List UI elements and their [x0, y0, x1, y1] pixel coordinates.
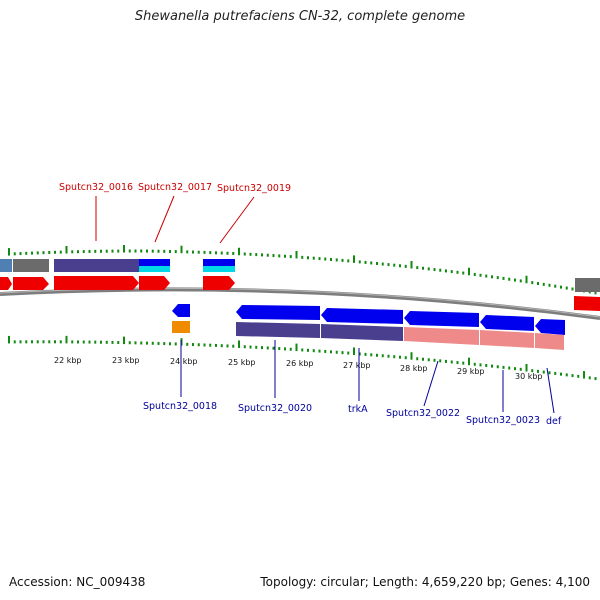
ruler-label: 27 kbp [343, 361, 371, 370]
reverse-feature-bar[interactable] [535, 333, 564, 350]
reverse-cds-arrow[interactable] [321, 308, 403, 324]
reverse-feature-bar[interactable] [172, 321, 190, 333]
gene-label[interactable]: def [546, 416, 562, 427]
ruler-label: 25 kbp [228, 358, 256, 367]
forward-feature-bar[interactable] [575, 278, 600, 292]
ruler-label: 29 kbp [457, 367, 485, 376]
accession-text: Accession: NC_009438 [9, 575, 146, 589]
forward-feature-bar[interactable] [0, 259, 12, 272]
ruler-label: 26 kbp [286, 359, 314, 368]
ruler-label: 24 kbp [170, 357, 198, 366]
forward-feature-bar[interactable] [54, 259, 139, 272]
forward-cds-arrow[interactable] [203, 276, 235, 290]
map-title: Shewanella putrefaciens CN-32, complete … [134, 9, 466, 24]
reverse-feature-bar[interactable] [404, 327, 479, 345]
forward-cds-arrow[interactable] [0, 277, 12, 290]
ruler-label: 23 kbp [112, 356, 140, 365]
ruler-label: 28 kbp [400, 364, 428, 373]
genome-backbone [0, 287, 600, 320]
forward-cds-arrow[interactable] [574, 296, 600, 311]
forward-cds-arrow[interactable] [13, 277, 49, 290]
gene-label[interactable]: Sputcn32_0017 [138, 182, 212, 193]
gene-label[interactable]: Sputcn32_0023 [466, 415, 540, 426]
reverse-feature-bar[interactable] [321, 324, 403, 341]
gene-label[interactable]: Sputcn32_0020 [238, 403, 312, 414]
reverse-cds-arrow[interactable] [535, 319, 565, 335]
upper-gene-labels [95, 195, 255, 244]
lower-gene-labels [180, 340, 555, 414]
forward-feature-bar[interactable] [203, 259, 235, 266]
genome-stats-text: Topology: circular; Length: 4,659,220 bp… [260, 575, 590, 589]
reverse-cds-arrow[interactable] [236, 305, 320, 320]
forward-feature-bar[interactable] [13, 259, 49, 272]
forward-cds-arrow[interactable] [139, 276, 170, 290]
forward-feature-bar[interactable] [203, 266, 235, 272]
gene-label[interactable]: trkA [348, 404, 368, 415]
reverse-cds-arrow[interactable] [172, 304, 190, 317]
reverse-cds-arrow[interactable] [480, 315, 534, 331]
forward-cds-arrow[interactable] [54, 276, 139, 290]
lower-tick-row [8, 335, 597, 381]
reverse-feature-bar[interactable] [480, 330, 534, 348]
gene-label[interactable]: Sputcn32_0022 [386, 408, 460, 419]
gene-label[interactable]: Sputcn32_0016 [59, 182, 133, 193]
ruler-label: 22 kbp [54, 356, 82, 365]
forward-feature-bar[interactable] [139, 259, 170, 266]
ruler-label: 30 kbp [515, 372, 543, 381]
forward-feature-bar[interactable] [139, 266, 170, 272]
gene-label[interactable]: Sputcn32_0018 [143, 401, 217, 412]
gene-label[interactable]: Sputcn32_0019 [217, 183, 291, 194]
reverse-cds-arrow[interactable] [404, 311, 479, 327]
reverse-feature-bar[interactable] [236, 322, 320, 338]
